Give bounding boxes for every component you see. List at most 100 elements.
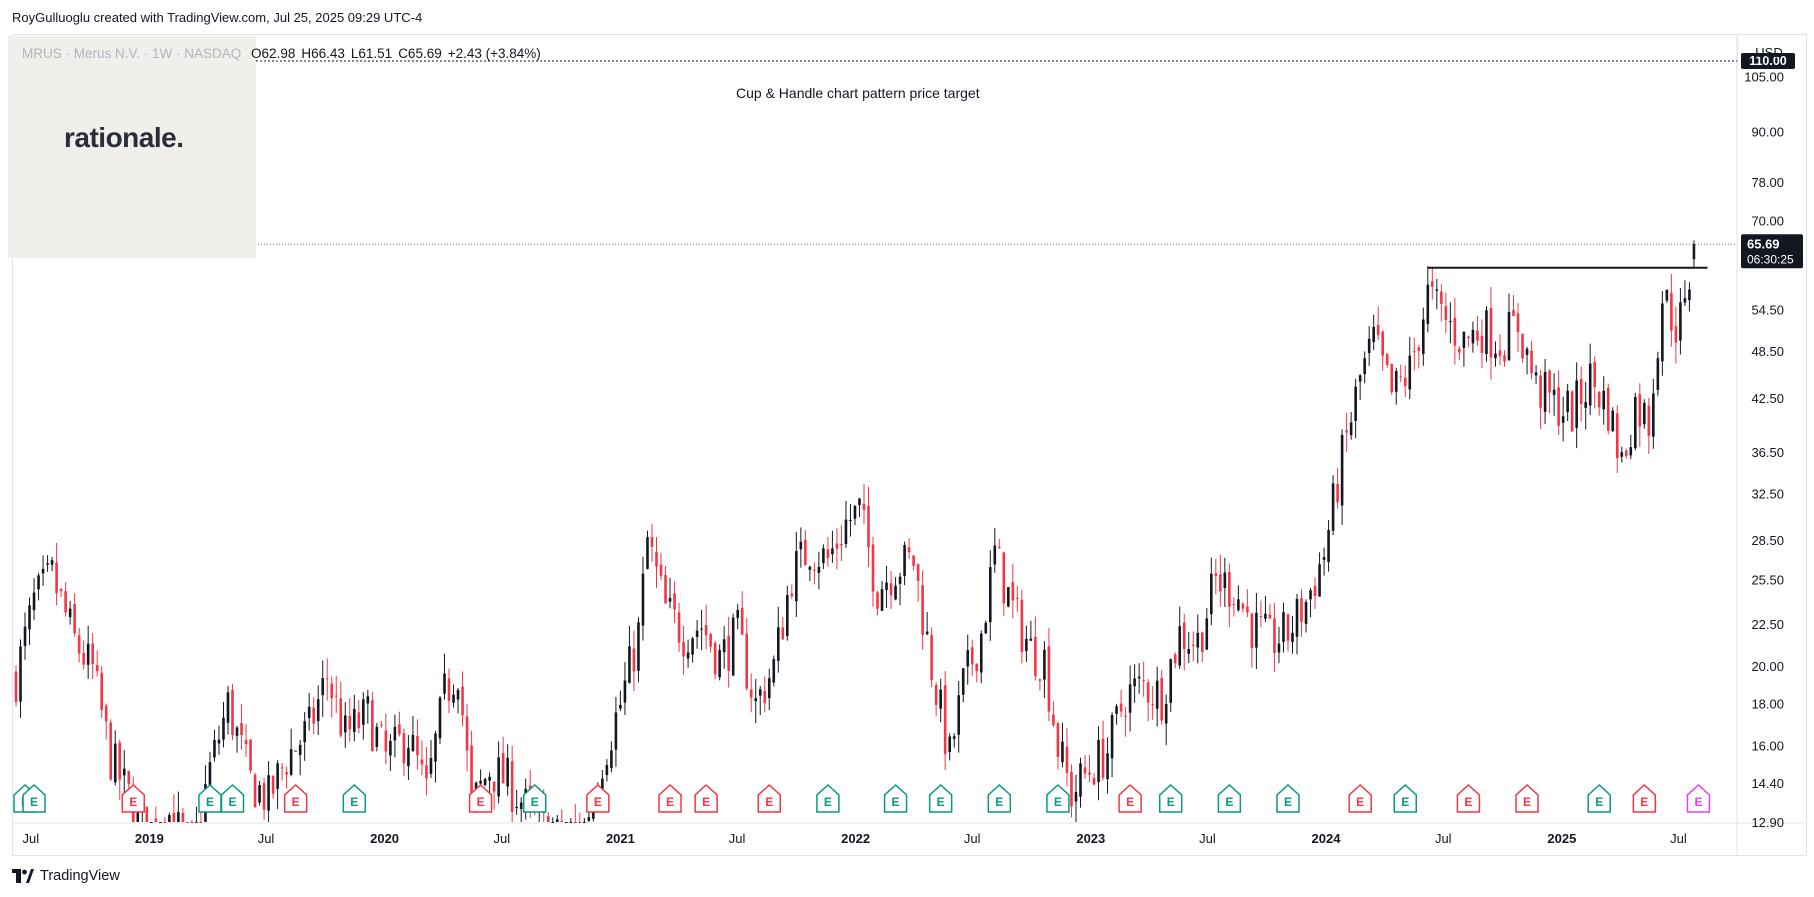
candle-body (222, 717, 225, 740)
earnings-badge-letter: E (666, 795, 674, 809)
earnings-badge-letter: E (892, 795, 900, 809)
candle-body (1503, 355, 1506, 362)
tradingview-brand: TradingView (40, 868, 120, 884)
candle-body (1485, 310, 1488, 355)
earnings-event-icon[interactable]: E (1587, 783, 1611, 813)
last-price-label (1741, 234, 1803, 269)
earnings-event-icon[interactable]: E (22, 783, 46, 813)
candle-body (118, 742, 122, 780)
earnings-event-icon[interactable]: E (468, 783, 493, 813)
earnings-badge-letter: E (765, 795, 773, 809)
candle-body (939, 689, 942, 709)
currency-selector[interactable]: USD (1737, 38, 1800, 68)
candle-body (844, 519, 848, 544)
earnings-event-icon[interactable]: E (883, 783, 908, 813)
candle-body (41, 568, 45, 574)
candle-body (1539, 375, 1542, 408)
price-tick-label: 20.00 (1751, 659, 1784, 674)
price-target-annotation[interactable]: Cup & Handle chart pattern price target (736, 85, 980, 101)
candle-body (195, 821, 198, 823)
candle-body (240, 723, 243, 735)
earnings-event-icon[interactable]: E (342, 783, 367, 813)
candle-body (1665, 289, 1669, 301)
chart-frame[interactable] (12, 34, 1807, 856)
candle-body (1566, 390, 1569, 413)
price-tick-label: 14.40 (1751, 776, 1784, 791)
candle-body (637, 622, 640, 671)
earnings-event-icon[interactable]: E (1515, 783, 1539, 813)
earnings-event-icon[interactable]: E (928, 783, 953, 813)
candle-body (59, 589, 63, 592)
earnings-event-icon[interactable]: E (1217, 783, 1242, 813)
candle-body (407, 748, 410, 767)
candle-body (1412, 351, 1416, 353)
earnings-badge-letter: E (1523, 795, 1531, 809)
candle-body (722, 639, 726, 653)
earnings-event-icon[interactable]: E (1348, 783, 1372, 813)
tradingview-logo-icon (12, 869, 34, 883)
candle-body (456, 689, 460, 700)
earnings-event-icon[interactable]: E (220, 783, 245, 813)
candle-body (1440, 291, 1443, 304)
price-tick-label: 70.00 (1751, 214, 1784, 229)
symbol-title[interactable]: MRUS · Merus N.V. · 1W · NASDAQ (22, 46, 242, 61)
candle-body (1052, 714, 1055, 726)
earnings-event-icon[interactable]: E (1686, 783, 1711, 813)
candle-body (172, 812, 176, 822)
candle-body (1507, 311, 1511, 361)
earnings-event-icon[interactable]: E (694, 783, 718, 813)
candle-body (1241, 603, 1245, 609)
candle-body (330, 683, 334, 699)
earnings-badge-letter: E (1225, 795, 1233, 809)
candle-body (479, 780, 482, 784)
earnings-event-icon[interactable]: E (816, 783, 840, 813)
candle-body (267, 775, 270, 811)
candle-body (1142, 680, 1145, 682)
earnings-event-icon[interactable]: E (121, 783, 146, 813)
earnings-event-icon[interactable]: E (586, 783, 610, 813)
candle-body (1020, 599, 1024, 652)
earnings-event-icon[interactable]: E (1118, 783, 1142, 813)
candle-body (519, 802, 523, 809)
earnings-event-icon[interactable]: E (1276, 783, 1300, 813)
earnings-event-icon[interactable]: E (1158, 783, 1183, 813)
earnings-event-icon[interactable]: E (987, 783, 1012, 813)
earnings-badge-letter: E (1054, 795, 1062, 809)
candle-body (470, 745, 473, 794)
earnings-event-icon[interactable]: E (757, 783, 782, 813)
earnings-event-icon[interactable]: E (1046, 783, 1070, 813)
earnings-badge-letter: E (1640, 795, 1648, 809)
candle-body (718, 650, 721, 678)
earnings-event-icon[interactable]: E (1632, 783, 1657, 813)
candle-body (316, 699, 320, 722)
candle-body (1494, 353, 1497, 359)
candle-body (1219, 574, 1222, 592)
candle-body (979, 633, 983, 673)
earnings-event-icon[interactable]: E (198, 783, 222, 813)
candle-body (745, 633, 749, 689)
candle-body (749, 689, 753, 698)
candle-body (1606, 387, 1610, 431)
candle-body (1164, 704, 1168, 724)
candle-body (930, 635, 933, 681)
earnings-badge-letter: E (229, 795, 237, 809)
annotation-lines (12, 60, 1737, 269)
earnings-badge-shape (468, 783, 493, 813)
price-tick-label: 32.50 (1751, 486, 1784, 501)
candle-body (294, 750, 297, 752)
earnings-event-icon[interactable]: E (283, 783, 308, 813)
earnings-event-icon[interactable]: E (522, 783, 547, 813)
earnings-event-icon[interactable]: E (658, 783, 682, 813)
brand-footer[interactable]: TradingView (12, 868, 120, 884)
candle-body (1007, 587, 1010, 607)
symbol-legend[interactable]: MRUS · Merus N.V. · 1W · NASDAQ O62.98 H6… (22, 46, 547, 61)
candle-body (208, 762, 212, 789)
earnings-badge-shape (1217, 783, 1242, 813)
earnings-event-icon[interactable]: E (1393, 783, 1418, 813)
candle-body (1674, 326, 1678, 343)
earnings-event-icon[interactable]: E (1456, 783, 1481, 813)
time-tick-label: Jul (23, 831, 40, 846)
candle-body (1399, 376, 1403, 378)
candle-body (1629, 447, 1633, 456)
